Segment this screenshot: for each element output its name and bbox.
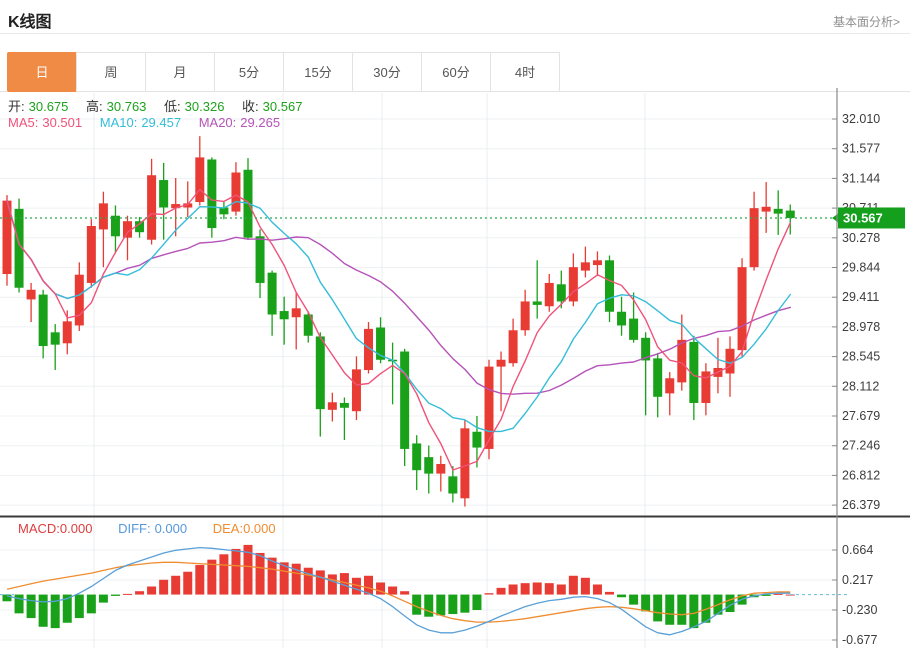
svg-text:-0.230: -0.230 — [842, 603, 877, 617]
svg-text:28.112: 28.112 — [842, 379, 879, 393]
svg-text:27.679: 27.679 — [842, 409, 880, 423]
svg-text:0.217: 0.217 — [842, 573, 873, 587]
ma5-label: MA5: — [8, 115, 39, 130]
svg-text:30.278: 30.278 — [842, 231, 880, 245]
tab-60min[interactable]: 60分 — [421, 52, 491, 92]
high-value: 30.763 — [106, 99, 147, 114]
tab-15min[interactable]: 15分 — [283, 52, 353, 92]
svg-text:-0.677: -0.677 — [842, 633, 877, 647]
ma10-value: 29.457 — [141, 115, 182, 130]
open-value: 30.675 — [28, 99, 69, 114]
dea-label: DEA: — [212, 521, 244, 536]
close-label: 收: — [242, 99, 259, 114]
tab-month[interactable]: 月 — [145, 52, 215, 92]
svg-text:27.246: 27.246 — [842, 439, 880, 453]
diff-value: 0.000 — [154, 521, 188, 536]
open-label: 开: — [8, 99, 25, 114]
svg-text:30.567: 30.567 — [843, 210, 883, 225]
svg-text:26.379: 26.379 — [842, 498, 880, 512]
interval-tabs: 日周月 5分 15分 30分 60分 4时 — [7, 52, 910, 92]
dea-value: 0.000 — [243, 521, 276, 536]
page-title: K线图 — [8, 14, 52, 31]
ma5-value: 30.501 — [42, 115, 83, 130]
tab-4hour[interactable]: 4时 — [490, 52, 560, 92]
fundamental-analysis-link[interactable]: 基本面分析> — [832, 15, 900, 29]
close-value: 30.567 — [262, 99, 303, 114]
macd-header-row: MACD:0.000 DIFF: 0.000 DEA:0.000 — [18, 521, 298, 536]
low-label: 低: — [164, 99, 181, 114]
svg-text:31.577: 31.577 — [842, 142, 880, 156]
ma10-label: MA10: — [99, 115, 138, 130]
macd-label: MACD: — [18, 521, 60, 536]
ma20-label: MA20: — [198, 115, 237, 130]
tab-5min[interactable]: 5分 — [214, 52, 284, 92]
tab-bar: 日周月 5分 15分 30分 60分 4时 — [0, 52, 910, 92]
high-label: 高: — [86, 99, 103, 114]
svg-text:32.010: 32.010 — [842, 112, 880, 126]
tab-day[interactable]: 日 — [7, 52, 77, 92]
low-value: 30.326 — [184, 99, 225, 114]
diff-label: DIFF: — [118, 521, 151, 536]
svg-text:0.664: 0.664 — [842, 543, 873, 557]
svg-text:26.812: 26.812 — [842, 468, 880, 482]
svg-text:29.411: 29.411 — [842, 290, 879, 304]
svg-text:28.545: 28.545 — [842, 350, 880, 364]
svg-text:31.144: 31.144 — [842, 171, 880, 185]
ma20-value: 29.265 — [240, 115, 281, 130]
tab-30min[interactable]: 30分 — [352, 52, 422, 92]
svg-text:28.978: 28.978 — [842, 320, 880, 334]
title-divider — [0, 33, 910, 34]
macd-value: 0.000 — [59, 521, 93, 536]
svg-text:29.844: 29.844 — [842, 261, 880, 275]
ma-row: MA5: 30.501 MA10: 29.457 MA20: 29.265 — [8, 115, 294, 130]
ohlc-row: 开: 30.675 高: 30.763 低: 30.326 收: 30.567 — [8, 96, 316, 115]
